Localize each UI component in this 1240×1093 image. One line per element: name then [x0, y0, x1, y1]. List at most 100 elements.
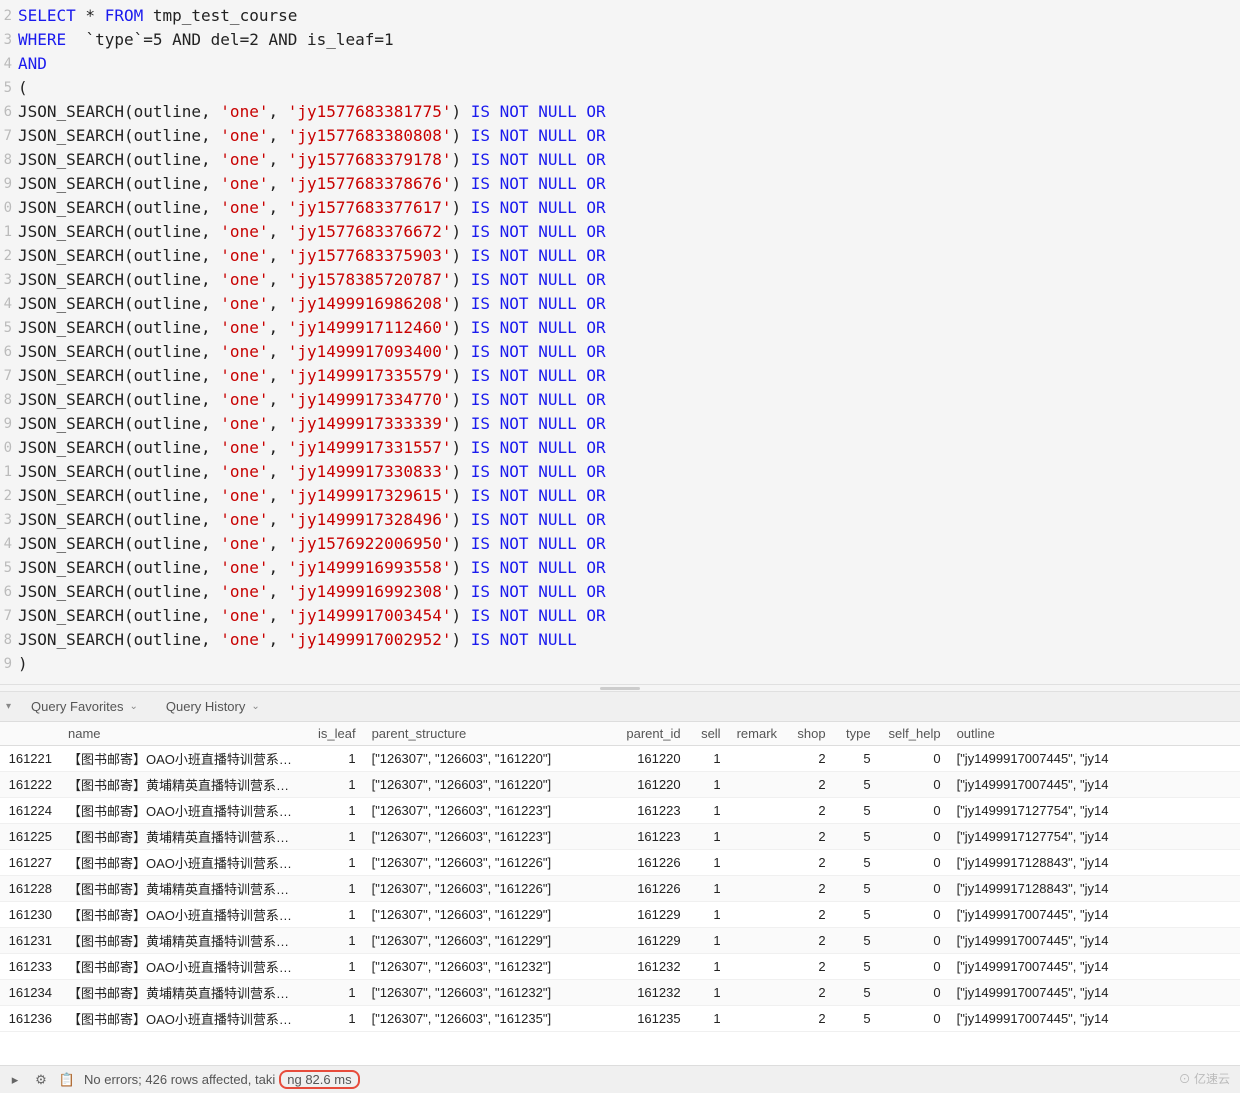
code-content[interactable]: JSON_SEARCH(outline, 'one', 'jy157838572…: [18, 268, 1240, 292]
code-line[interactable]: 9JSON_SEARCH(outline, 'one', 'jy14999173…: [0, 412, 1240, 436]
code-line[interactable]: 9JSON_SEARCH(outline, 'one', 'jy15776833…: [0, 172, 1240, 196]
table-cell[interactable]: ["126307", "126603", "161229"]: [364, 928, 614, 954]
code-line[interactable]: 1JSON_SEARCH(outline, 'one', 'jy14999173…: [0, 460, 1240, 484]
table-row[interactable]: 161221【图书邮寄】OAO小班直播特训营系…1["126307", "126…: [0, 746, 1240, 772]
code-content[interactable]: JSON_SEARCH(outline, 'one', 'jy157768337…: [18, 196, 1240, 220]
code-line[interactable]: 3JSON_SEARCH(outline, 'one', 'jy15783857…: [0, 268, 1240, 292]
code-content[interactable]: AND: [18, 52, 1240, 76]
table-cell[interactable]: [729, 824, 789, 850]
code-content[interactable]: JSON_SEARCH(outline, 'one', 'jy149991733…: [18, 364, 1240, 388]
table-cell[interactable]: 161223: [614, 824, 689, 850]
table-cell[interactable]: 161227: [0, 850, 60, 876]
table-cell[interactable]: ["126307", "126603", "161232"]: [364, 954, 614, 980]
table-cell[interactable]: ["126307", "126603", "161229"]: [364, 902, 614, 928]
table-cell[interactable]: 161231: [0, 928, 60, 954]
code-content[interactable]: JSON_SEARCH(outline, 'one', 'jy149991732…: [18, 484, 1240, 508]
table-cell[interactable]: 2: [789, 902, 834, 928]
table-cell[interactable]: 2: [789, 798, 834, 824]
code-content[interactable]: SELECT * FROM tmp_test_course: [18, 4, 1240, 28]
column-header[interactable]: shop: [789, 722, 834, 746]
table-cell[interactable]: 1: [310, 954, 364, 980]
table-cell[interactable]: 0: [879, 1006, 949, 1032]
table-row[interactable]: 161228【图书邮寄】黄埔精英直播特训营系…1["126307", "1266…: [0, 876, 1240, 902]
table-cell[interactable]: 2: [789, 850, 834, 876]
table-cell[interactable]: 1: [310, 746, 364, 772]
table-cell[interactable]: 5: [834, 772, 879, 798]
code-content[interactable]: JSON_SEARCH(outline, 'one', 'jy149991732…: [18, 508, 1240, 532]
table-cell[interactable]: ["jy1499917007445", "jy14: [949, 954, 1240, 980]
code-line[interactable]: 4JSON_SEARCH(outline, 'one', 'jy14999169…: [0, 292, 1240, 316]
code-content[interactable]: JSON_SEARCH(outline, 'one', 'jy149991699…: [18, 580, 1240, 604]
table-cell[interactable]: [729, 902, 789, 928]
table-cell[interactable]: 0: [879, 798, 949, 824]
table-cell[interactable]: 0: [879, 954, 949, 980]
code-content[interactable]: JSON_SEARCH(outline, 'one', 'jy157768338…: [18, 124, 1240, 148]
table-cell[interactable]: ["jy1499917127754", "jy14: [949, 824, 1240, 850]
table-cell[interactable]: 1: [310, 902, 364, 928]
column-header[interactable]: [0, 722, 60, 746]
table-cell[interactable]: 【图书邮寄】OAO小班直播特训营系…: [60, 746, 310, 772]
table-cell[interactable]: ["126307", "126603", "161235"]: [364, 1006, 614, 1032]
table-cell[interactable]: [729, 876, 789, 902]
table-cell[interactable]: 161236: [0, 1006, 60, 1032]
gear-icon[interactable]: ⚙: [32, 1071, 50, 1089]
table-row[interactable]: 161230【图书邮寄】OAO小班直播特训营系…1["126307", "126…: [0, 902, 1240, 928]
table-cell[interactable]: 【图书邮寄】OAO小班直播特训营系…: [60, 798, 310, 824]
table-cell[interactable]: 161229: [614, 902, 689, 928]
code-content[interactable]: JSON_SEARCH(outline, 'one', 'jy149991709…: [18, 340, 1240, 364]
table-cell[interactable]: [729, 1006, 789, 1032]
plan-icon[interactable]: 📋: [58, 1071, 76, 1089]
table-cell[interactable]: 5: [834, 824, 879, 850]
code-line[interactable]: 7JSON_SEARCH(outline, 'one', 'jy15776833…: [0, 124, 1240, 148]
table-cell[interactable]: ["126307", "126603", "161220"]: [364, 746, 614, 772]
column-header[interactable]: sell: [689, 722, 729, 746]
table-cell[interactable]: ["126307", "126603", "161226"]: [364, 850, 614, 876]
table-row[interactable]: 161225【图书邮寄】黄埔精英直播特训营系…1["126307", "1266…: [0, 824, 1240, 850]
code-content[interactable]: JSON_SEARCH(outline, 'one', 'jy149991700…: [18, 628, 1240, 652]
table-cell[interactable]: 1: [689, 798, 729, 824]
code-content[interactable]: JSON_SEARCH(outline, 'one', 'jy157768337…: [18, 148, 1240, 172]
code-content[interactable]: JSON_SEARCH(outline, 'one', 'jy157768337…: [18, 220, 1240, 244]
table-cell[interactable]: 5: [834, 850, 879, 876]
table-cell[interactable]: 0: [879, 772, 949, 798]
code-content[interactable]: WHERE `type`=5 AND del=2 AND is_leaf=1: [18, 28, 1240, 52]
table-cell[interactable]: ["jy1499917127754", "jy14: [949, 798, 1240, 824]
toolbar-dropdown-icon[interactable]: ▾: [6, 701, 11, 712]
table-cell[interactable]: 161235: [614, 1006, 689, 1032]
table-cell[interactable]: 1: [689, 1006, 729, 1032]
table-cell[interactable]: 1: [310, 850, 364, 876]
table-cell[interactable]: ["126307", "126603", "161226"]: [364, 876, 614, 902]
table-cell[interactable]: ["126307", "126603", "161223"]: [364, 798, 614, 824]
table-cell[interactable]: 1: [310, 928, 364, 954]
query-favorites-menu[interactable]: Query Favorites ⌄: [17, 699, 152, 714]
table-row[interactable]: 161222【图书邮寄】黄埔精英直播特训营系…1["126307", "1266…: [0, 772, 1240, 798]
table-cell[interactable]: 1: [689, 954, 729, 980]
table-cell[interactable]: 161221: [0, 746, 60, 772]
code-content[interactable]: JSON_SEARCH(outline, 'one', 'jy149991733…: [18, 460, 1240, 484]
table-cell[interactable]: 1: [310, 876, 364, 902]
results-grid[interactable]: nameis_leafparent_structureparent_idsell…: [0, 722, 1240, 1065]
table-cell[interactable]: ["jy1499917128843", "jy14: [949, 876, 1240, 902]
code-line[interactable]: 8JSON_SEARCH(outline, 'one', 'jy14999170…: [0, 628, 1240, 652]
table-cell[interactable]: [729, 928, 789, 954]
table-row[interactable]: 161234【图书邮寄】黄埔精英直播特训营系…1["126307", "1266…: [0, 980, 1240, 1006]
table-cell[interactable]: 1: [689, 824, 729, 850]
code-line[interactable]: 6JSON_SEARCH(outline, 'one', 'jy15776833…: [0, 100, 1240, 124]
table-cell[interactable]: 【图书邮寄】OAO小班直播特训营系…: [60, 902, 310, 928]
table-cell[interactable]: 1: [689, 746, 729, 772]
table-cell[interactable]: ["jy1499917007445", "jy14: [949, 928, 1240, 954]
table-cell[interactable]: 2: [789, 928, 834, 954]
code-line[interactable]: 3JSON_SEARCH(outline, 'one', 'jy14999173…: [0, 508, 1240, 532]
table-cell[interactable]: 【图书邮寄】黄埔精英直播特训营系…: [60, 928, 310, 954]
table-cell[interactable]: 1: [310, 1006, 364, 1032]
table-row[interactable]: 161227【图书邮寄】OAO小班直播特训营系…1["126307", "126…: [0, 850, 1240, 876]
table-cell[interactable]: 2: [789, 980, 834, 1006]
table-cell[interactable]: [729, 980, 789, 1006]
table-cell[interactable]: ["jy1499917128843", "jy14: [949, 850, 1240, 876]
table-cell[interactable]: 161234: [0, 980, 60, 1006]
table-cell[interactable]: 0: [879, 824, 949, 850]
code-line[interactable]: 3WHERE `type`=5 AND del=2 AND is_leaf=1: [0, 28, 1240, 52]
column-header[interactable]: outline: [949, 722, 1240, 746]
code-line[interactable]: 5JSON_SEARCH(outline, 'one', 'jy14999171…: [0, 316, 1240, 340]
code-line[interactable]: 7JSON_SEARCH(outline, 'one', 'jy14999170…: [0, 604, 1240, 628]
